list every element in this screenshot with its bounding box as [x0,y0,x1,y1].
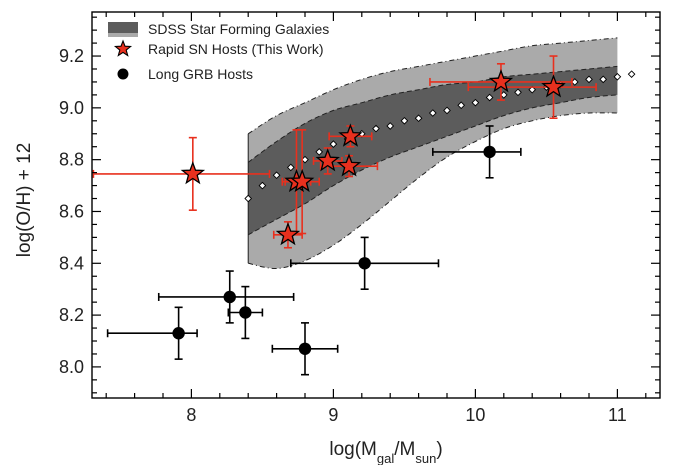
sdss-median-point [286,163,295,172]
sdss-median-point [585,75,593,84]
sdss-median-point [244,194,253,203]
sdss-outer-upper-line [247,37,618,135]
sdss-median-point [514,88,522,97]
x-tick-label: 11 [608,405,627,425]
rapid-sn-star [315,148,340,172]
grb-host-point [358,257,371,270]
legend-star-shape [113,39,133,57]
sdss-median-point [258,181,267,190]
legend-circle-icon [117,68,129,80]
sdss-median-point [528,85,537,94]
sdss-median-point [627,70,636,79]
legend-band-swatch-light [108,33,138,37]
x-tick-label: 10 [465,405,485,425]
sdss-median-point [443,106,451,115]
data-markers [172,69,566,355]
sdss-median-point [372,124,380,133]
sdss-median-point [599,75,608,84]
grb-host-point [172,327,185,340]
grb-host-point [298,342,312,355]
sdss-inner-upper-line [247,65,618,163]
grb-host-point [223,290,236,304]
legend-band-swatch [108,22,138,36]
rapid-sn-star [180,161,206,185]
sdss-median-point [400,116,409,125]
x-tick-label: 8 [186,405,196,425]
rapid-sn-star [336,153,362,177]
y-tick-label: 9.0 [59,98,84,118]
grb-host-point [239,306,252,319]
legend: SDSS Star Forming Galaxies Rapid SN Host… [108,21,329,82]
sdss-inner-lower-line [247,94,618,236]
sdss-median-point [329,140,338,148]
rapid-sn-star [289,168,315,193]
x-axis-title: log(Mgal/Msun) [329,439,442,465]
x-tick-label: 9 [328,405,338,425]
plot-frame [91,11,661,399]
rapid-sn-star [541,74,566,98]
rapid-sn-star [275,221,301,246]
sdss-median-point [315,148,324,156]
legend-label-grb: Long GRB Hosts [148,66,253,82]
sdss-median-point [457,101,466,110]
axes: 8 9 10 11 8.0 8.2 8.4 8.6 8.8 9.0 9.2 [59,11,661,425]
legend-star-icon [113,39,133,57]
sdss-median-point [485,93,494,102]
y-tick-label: 8.6 [59,201,84,221]
sdss-outer-lower-line [248,112,618,270]
y-tick-label: 8.4 [59,253,84,273]
sdss-median-point [414,114,423,123]
legend-label-rapid-sn: Rapid SN Hosts (This Work) [148,41,324,57]
rapid-sn-star [338,123,363,147]
sdss-median-point [471,98,480,107]
grb-host-point [483,145,496,159]
sdss-median-point [386,122,395,130]
y-tick-label: 8.8 [59,150,84,170]
y-axis-title: log(O/H) + 12 [14,143,35,258]
y-tick-label: 8.0 [59,357,84,377]
rapid-sn-star [488,69,514,93]
y-tick-label: 9.2 [59,46,84,66]
legend-label-sdss: SDSS Star Forming Galaxies [148,21,329,37]
sdss-median-point [272,171,281,180]
sdss-median-point [613,72,622,81]
y-tick-label: 8.2 [59,305,84,325]
sdss-median-point [428,109,437,117]
